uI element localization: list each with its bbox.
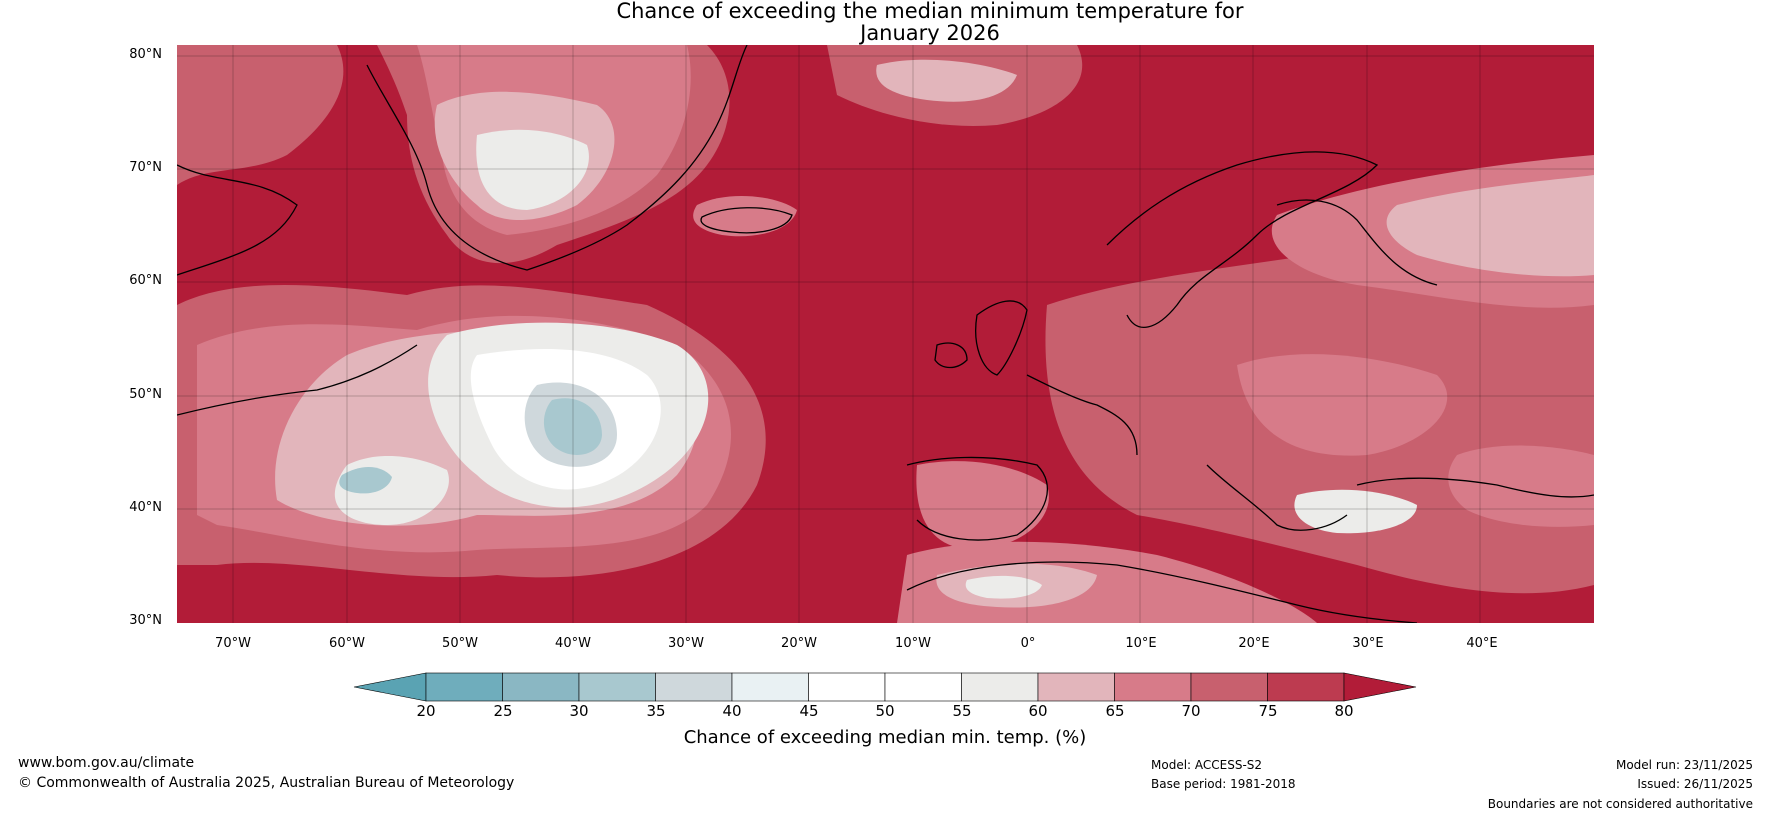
lon-label-10e: 10°E — [1125, 636, 1157, 651]
lon-label-60w: 60°W — [329, 636, 365, 651]
colorbar — [353, 672, 1417, 702]
chart-title-line-1: Chance of exceeding the median minimum t… — [616, 0, 1244, 23]
colorbar-bin — [1267, 672, 1345, 702]
probability-map — [177, 45, 1594, 623]
colorbar-bin — [1114, 672, 1192, 702]
lon-label-40e: 40°E — [1466, 636, 1498, 651]
colorbar-tick-60: 60 — [1028, 702, 1048, 720]
colorbar-bin — [1190, 672, 1268, 702]
colorbar-tick-75: 75 — [1258, 702, 1278, 720]
colorbar-tick-55: 55 — [952, 702, 972, 720]
colorbar-extend-high — [1343, 672, 1417, 702]
footer-model: Model: ACCESS-S2 — [1151, 758, 1263, 772]
colorbar-title: Chance of exceeding median min. temp. (%… — [683, 727, 1087, 748]
lat-label-70n: 70°N — [129, 160, 162, 175]
colorbar-tick-20: 20 — [416, 702, 436, 720]
lon-label-10w: 10°W — [895, 636, 931, 651]
colorbar-bin — [808, 672, 886, 702]
lon-label-30e: 30°E — [1352, 636, 1384, 651]
lon-label-0: 0° — [1020, 636, 1036, 651]
lon-label-30w: 30°W — [668, 636, 704, 651]
lon-label-40w: 40°W — [555, 636, 591, 651]
colorbar-tick-80: 80 — [1334, 702, 1354, 720]
colorbar-tick-25: 25 — [493, 702, 513, 720]
lat-label-40n: 40°N — [129, 500, 162, 515]
colorbar-tick-40: 40 — [722, 702, 742, 720]
footer-website: www.bom.gov.au/climate — [18, 755, 195, 771]
footer-issued: Issued: 26/11/2025 — [1637, 777, 1753, 791]
colorbar-bin — [884, 672, 962, 702]
colorbar-bin — [502, 672, 580, 702]
colorbar-tick-45: 45 — [799, 702, 819, 720]
colorbar-bin — [961, 672, 1039, 702]
footer-model-run: Model run: 23/11/2025 — [1615, 758, 1753, 772]
colorbar-bin — [578, 672, 656, 702]
chart-title-line-2: January 2026 — [860, 21, 1000, 45]
lon-label-70w: 70°W — [215, 636, 251, 651]
colorbar-tick-70: 70 — [1181, 702, 1201, 720]
lon-label-20e: 20°E — [1238, 636, 1270, 651]
lon-label-50w: 50°W — [442, 636, 478, 651]
colorbar-tick-30: 30 — [569, 702, 589, 720]
colorbar-extend-low — [353, 672, 427, 702]
footer-base-period: Base period: 1981-2018 — [1151, 777, 1296, 791]
map-svg — [177, 45, 1594, 623]
lat-label-80n: 80°N — [129, 47, 162, 62]
footer-copyright: © Commonwealth of Australia 2025, Austra… — [18, 775, 515, 791]
colorbar-tick-50: 50 — [875, 702, 895, 720]
colorbar-bin — [425, 672, 503, 702]
lat-label-60n: 60°N — [129, 273, 162, 288]
colorbar-bin — [655, 672, 733, 702]
colorbar-bin — [1037, 672, 1115, 702]
lat-label-50n: 50°N — [129, 387, 162, 402]
lat-label-30n: 30°N — [129, 613, 162, 628]
colorbar-tick-35: 35 — [646, 702, 666, 720]
lon-label-20w: 20°W — [781, 636, 817, 651]
footer-disclaimer: Boundaries are not considered authoritat… — [1487, 797, 1753, 811]
colorbar-bin — [731, 672, 809, 702]
colorbar-tick-65: 65 — [1105, 702, 1125, 720]
